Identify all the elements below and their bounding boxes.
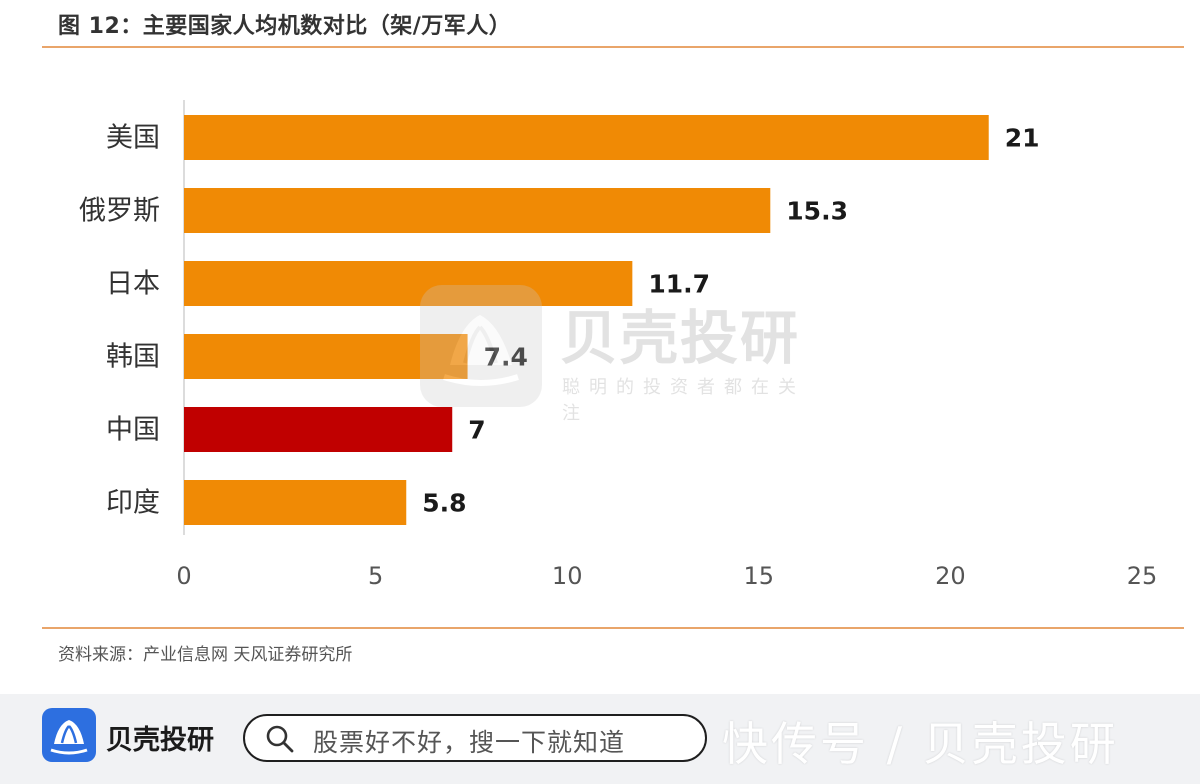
value-label: 11.7 bbox=[648, 270, 710, 299]
bar-5 bbox=[184, 480, 407, 525]
category-label: 俄罗斯 bbox=[79, 196, 160, 227]
x-tick-label: 20 bbox=[935, 562, 966, 590]
bar-0 bbox=[184, 115, 989, 160]
x-tick-label: 25 bbox=[1127, 562, 1158, 590]
x-tick-label: 0 bbox=[176, 562, 191, 590]
search-icon bbox=[266, 725, 294, 753]
x-tick-label: 10 bbox=[552, 562, 583, 590]
value-label: 21 bbox=[1005, 124, 1040, 153]
category-label: 韩国 bbox=[106, 342, 160, 373]
value-label: 15.3 bbox=[786, 197, 848, 226]
bar-chart: 美国 21 俄罗斯 15.3 日本 11.7 韩国 7.4 中国 7 印度 5.8 0 5 10 15 20 25 bbox=[79, 100, 1158, 590]
search-box[interactable]: 股票好不好，搜一下就知道 bbox=[243, 714, 707, 762]
category-label: 印度 bbox=[106, 488, 160, 519]
source-note: 资料来源：产业信息网 天风证券研究所 bbox=[58, 645, 353, 665]
x-tick-label: 15 bbox=[744, 562, 775, 590]
platform-watermark: 快传号 / 贝壳投研 bbox=[722, 717, 1119, 771]
bar-2 bbox=[184, 261, 633, 306]
brand-name[interactable]: 贝壳投研 bbox=[106, 725, 214, 756]
value-label: 5.8 bbox=[422, 489, 466, 518]
source-divider bbox=[42, 627, 1184, 629]
category-label: 美国 bbox=[106, 123, 160, 154]
title-divider bbox=[42, 46, 1184, 48]
figure-title: 图 12：主要国家人均机数对比（架/万军人） bbox=[58, 14, 512, 39]
category-label: 中国 bbox=[106, 415, 160, 446]
x-tick-label: 5 bbox=[368, 562, 383, 590]
bar-4 bbox=[184, 407, 453, 452]
bar-1 bbox=[184, 188, 771, 233]
category-label: 日本 bbox=[106, 269, 160, 300]
bar-3 bbox=[184, 334, 468, 379]
value-label: 7.4 bbox=[484, 343, 528, 372]
shell-logo-icon[interactable] bbox=[42, 708, 96, 762]
value-label: 7 bbox=[468, 416, 485, 445]
footer-bar: 贝壳投研 股票好不好，搜一下就知道 快传号 / 贝壳投研 bbox=[0, 694, 1200, 784]
search-placeholder: 股票好不好，搜一下就知道 bbox=[313, 728, 626, 757]
